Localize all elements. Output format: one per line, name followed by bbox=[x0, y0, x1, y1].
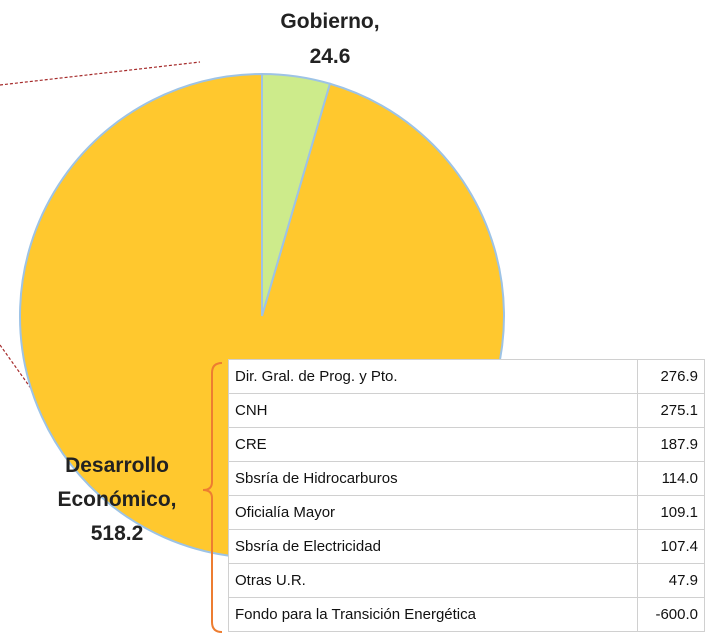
table-row: Fondo para la Transición Energética -600.… bbox=[228, 597, 705, 632]
table-row: Oficialía Mayor 109.1 bbox=[228, 495, 705, 530]
table-row: Otras U.R. 47.9 bbox=[228, 563, 705, 598]
connector-line bbox=[0, 61, 201, 86]
name-cell: Oficialía Mayor bbox=[228, 495, 638, 530]
value-cell: 114.0 bbox=[637, 461, 705, 496]
value-cell: -600.0 bbox=[637, 597, 705, 632]
value-cell: 276.9 bbox=[637, 359, 705, 394]
value-cell: 107.4 bbox=[637, 529, 705, 564]
value-cell: 187.9 bbox=[637, 427, 705, 462]
value-label: 518.2 bbox=[91, 522, 144, 545]
breakdown-table: Dir. Gral. de Prog. y Pto. 276.9 CNH 275.1 C… bbox=[228, 359, 705, 632]
data-label: Desarrollo Económico, 518.2 bbox=[57, 454, 176, 545]
table-row: Dir. Gral. de Prog. y Pto. 276.9 bbox=[228, 359, 705, 394]
name-cell: Fondo para la Transición Energética bbox=[228, 597, 638, 632]
category-word: Desarrollo bbox=[65, 454, 169, 477]
name-cell: Sbsría de Hidrocarburos bbox=[228, 461, 638, 496]
name-cell: Dir. Gral. de Prog. y Pto. bbox=[228, 359, 638, 394]
table-row: CRE 187.9 bbox=[228, 427, 705, 462]
data-label: Gobierno, 24.6 bbox=[280, 10, 379, 68]
category-word: Gobierno, bbox=[280, 10, 379, 33]
category-word: Económico, bbox=[57, 488, 176, 511]
name-cell: Otras U.R. bbox=[228, 563, 638, 598]
value-cell: 47.9 bbox=[637, 563, 705, 598]
bracket bbox=[202, 362, 223, 633]
table-row: Sbsría de Electricidad 107.4 bbox=[228, 529, 705, 564]
name-cell: Sbsría de Electricidad bbox=[228, 529, 638, 564]
name-cell: CRE bbox=[228, 427, 638, 462]
category-label: Gobierno, bbox=[280, 10, 379, 33]
table-row: Sbsría de Hidrocarburos 114.0 bbox=[228, 461, 705, 496]
table-row: CNH 275.1 bbox=[228, 393, 705, 428]
name-cell: CNH bbox=[228, 393, 638, 428]
value-cell: 275.1 bbox=[637, 393, 705, 428]
category-label: Desarrollo Económico, bbox=[57, 454, 176, 511]
value-cell: 109.1 bbox=[637, 495, 705, 530]
connector-line bbox=[0, 344, 63, 433]
value-label: 24.6 bbox=[310, 45, 351, 68]
